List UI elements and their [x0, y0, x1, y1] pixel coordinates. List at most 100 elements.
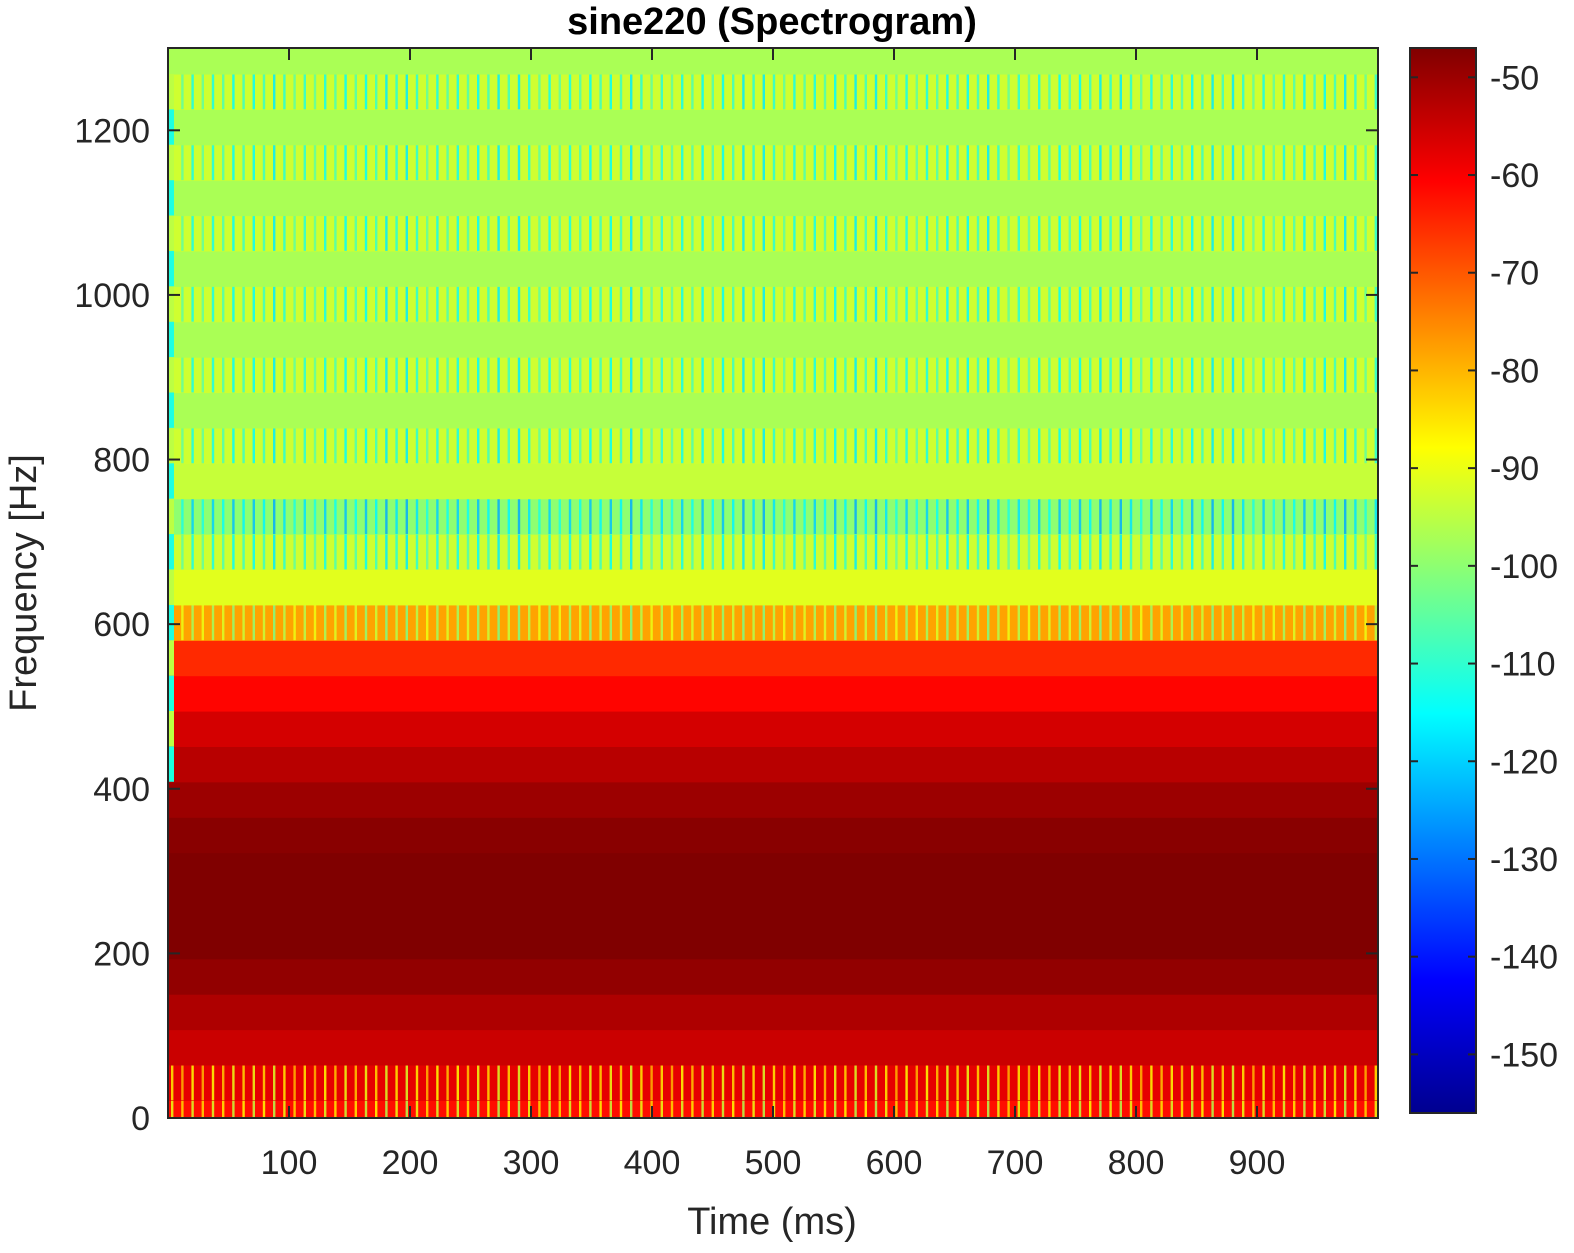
heatmap-stripe	[762, 1064, 765, 1101]
heatmap-stripe	[324, 1064, 327, 1101]
heatmap-stripe	[762, 215, 765, 251]
heatmap-stripe	[528, 1100, 531, 1118]
heatmap-stripe	[477, 215, 480, 251]
heatmap-stripe	[242, 286, 245, 322]
heatmap-stripe	[691, 144, 694, 181]
heatmap-stripe	[1221, 286, 1224, 322]
heatmap-stripe	[742, 427, 745, 464]
heatmap-stripe	[1099, 427, 1102, 464]
heatmap-stripe	[487, 534, 490, 570]
heatmap-stripe	[1089, 144, 1092, 181]
heatmap-stripe	[905, 534, 908, 570]
heatmap-stripe	[517, 427, 521, 464]
heatmap-stripe	[1323, 427, 1326, 464]
heatmap-stripe	[1344, 427, 1347, 464]
heatmap-stripe	[681, 144, 684, 181]
heatmap-stripe	[1191, 1064, 1194, 1101]
heatmap-stripe	[262, 1100, 266, 1118]
heatmap-stripe	[1078, 1100, 1082, 1118]
heatmap-stripe	[1323, 498, 1326, 535]
heatmap-stripe	[599, 604, 602, 641]
heatmap-stripe	[538, 498, 541, 535]
heatmap-stripe	[1303, 1064, 1306, 1101]
heatmap-stripe	[742, 534, 745, 570]
heatmap-stripe	[650, 498, 653, 535]
heatmap-stripe	[1078, 144, 1082, 181]
heatmap-stripe	[670, 1100, 674, 1118]
heatmap-stripe	[956, 498, 959, 535]
heatmap-stripe	[762, 498, 765, 535]
heatmap-stripe	[813, 1100, 816, 1118]
heatmap-stripe	[966, 144, 969, 181]
heatmap-stripe	[558, 604, 561, 641]
heatmap-stripe	[660, 215, 663, 251]
heatmap-stripe	[1242, 604, 1245, 641]
heatmap-stripe	[242, 357, 245, 393]
heatmap-stripe	[905, 427, 908, 464]
heatmap-stripe	[946, 286, 949, 322]
heatmap-stripe	[293, 286, 296, 322]
heatmap-stripe	[670, 534, 674, 570]
heatmap-stripe	[293, 534, 296, 570]
colorbar-tick-label: -130	[1490, 841, 1558, 879]
heatmap-stripe	[589, 427, 592, 464]
heatmap-stripe	[640, 427, 643, 464]
heatmap-stripe	[1038, 534, 1041, 570]
heatmap-stripe	[538, 215, 541, 251]
heatmap-stripe	[1242, 1100, 1245, 1118]
heatmap-stripe	[507, 286, 510, 322]
heatmap-stripe	[1017, 1100, 1020, 1118]
heatmap-stripe	[691, 534, 694, 570]
heatmap-stripe	[1007, 73, 1010, 110]
heatmap-stripe	[670, 604, 674, 641]
heatmap-band	[168, 994, 1378, 1031]
heatmap-stripe	[783, 498, 786, 535]
heatmap-stripe	[568, 1100, 572, 1118]
heatmap-stripe	[262, 498, 266, 535]
heatmap-stripe	[181, 215, 184, 251]
heatmap-stripe	[354, 534, 357, 570]
heatmap-stripe	[609, 286, 612, 322]
heatmap-stripe	[762, 73, 765, 110]
heatmap-stripe	[946, 604, 949, 641]
heatmap-stripe	[1272, 1064, 1275, 1101]
heatmap-stripe	[915, 286, 918, 322]
heatmap-stripe	[507, 1100, 510, 1118]
heatmap-stripe	[548, 427, 551, 464]
heatmap-stripe	[599, 498, 602, 535]
heatmap-stripe	[313, 1100, 317, 1118]
heatmap-stripe	[1058, 215, 1061, 251]
onset-column	[168, 392, 174, 428]
heatmap-stripe	[436, 1100, 439, 1118]
heatmap-stripe	[1242, 286, 1245, 322]
heatmap-stripe	[242, 534, 245, 570]
heatmap-stripe	[925, 427, 929, 464]
heatmap-stripe	[344, 498, 347, 535]
heatmap-band	[168, 321, 1378, 358]
heatmap-stripe	[1078, 1064, 1082, 1101]
heatmap-stripe	[793, 73, 796, 110]
heatmap-stripe	[538, 144, 541, 181]
heatmap-stripe	[334, 498, 337, 535]
heatmap-stripe	[976, 215, 980, 251]
heatmap-stripe	[1323, 215, 1326, 251]
heatmap-stripe	[701, 286, 704, 322]
heatmap-stripe	[1007, 427, 1010, 464]
heatmap-stripe	[395, 286, 398, 322]
y-tick-label: 600	[93, 606, 150, 644]
heatmap-stripe	[1364, 1064, 1367, 1101]
heatmap-stripe	[874, 427, 878, 464]
heatmap-stripe	[956, 73, 959, 110]
heatmap-stripe	[732, 73, 735, 110]
heatmap-stripe	[558, 1100, 561, 1118]
heatmap-stripe	[1191, 534, 1194, 570]
heatmap-stripe	[1211, 357, 1214, 393]
heatmap-stripe	[252, 1064, 255, 1101]
heatmap-stripe	[1262, 534, 1265, 570]
heatmap-stripe	[273, 1100, 276, 1118]
heatmap-stripe	[1354, 215, 1357, 251]
heatmap-stripe	[436, 534, 439, 570]
heatmap-stripe	[691, 1100, 694, 1118]
heatmap-stripe	[1191, 286, 1194, 322]
